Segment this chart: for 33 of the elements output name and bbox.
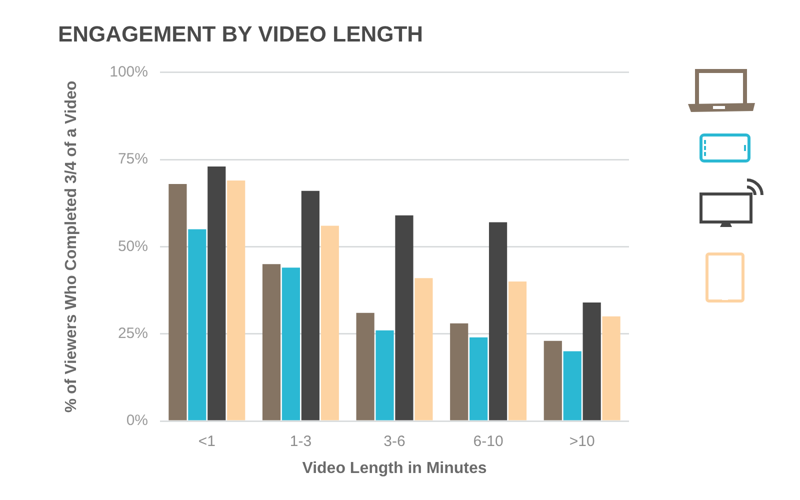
bar <box>301 190 320 420</box>
bar <box>320 226 339 420</box>
bar <box>282 268 300 420</box>
x-tick-label: 3-6 <box>384 433 406 450</box>
bar <box>414 278 433 420</box>
bar <box>470 337 488 420</box>
bar <box>227 180 246 420</box>
bar <box>168 184 187 420</box>
y-tick-label: 75% <box>118 150 148 168</box>
bar <box>208 166 226 420</box>
bar <box>563 351 582 420</box>
bar <box>488 222 508 420</box>
x-tick-label: 1-3 <box>290 433 312 450</box>
x-tick-label: 6-10 <box>473 433 504 450</box>
bar <box>450 323 468 420</box>
y-tick-label: 50% <box>118 238 148 255</box>
bar <box>544 340 562 420</box>
x-tick-label: <1 <box>198 433 216 450</box>
bar <box>582 302 601 420</box>
bar <box>262 264 281 420</box>
bar <box>356 312 374 420</box>
y-axis-title: % of Viewers Who Completed 3/4 of a Video <box>63 80 80 413</box>
bar <box>376 330 394 420</box>
y-tick-label: 25% <box>118 324 148 342</box>
x-tick-label: >10 <box>569 433 595 450</box>
x-axis-title: Video Length in Minutes <box>302 460 487 477</box>
y-tick-label: 100% <box>110 64 148 81</box>
chart-title: ENGAGEMENT BY VIDEO LENGTH <box>58 21 424 46</box>
bar <box>395 215 414 420</box>
bar <box>508 282 527 420</box>
y-tick-label: 0% <box>126 412 148 430</box>
bar <box>188 229 206 420</box>
bar <box>602 316 620 420</box>
